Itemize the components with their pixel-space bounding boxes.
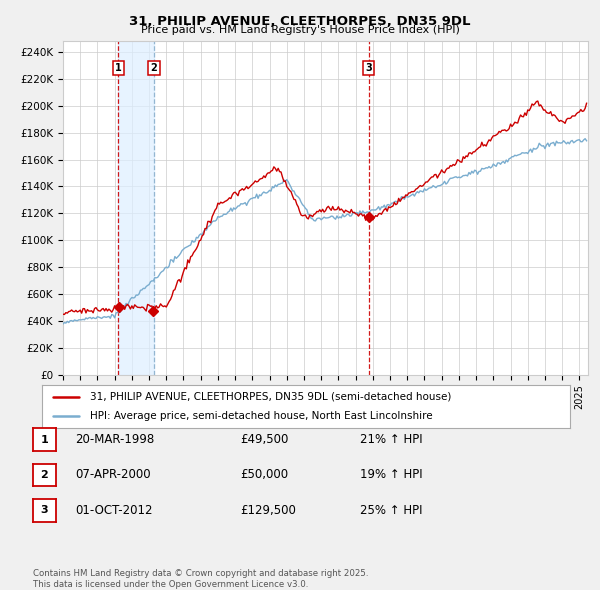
- Text: 21% ↑ HPI: 21% ↑ HPI: [360, 433, 422, 446]
- Text: £49,500: £49,500: [240, 433, 289, 446]
- Text: 19% ↑ HPI: 19% ↑ HPI: [360, 468, 422, 481]
- Text: £50,000: £50,000: [240, 468, 288, 481]
- Text: Price paid vs. HM Land Registry's House Price Index (HPI): Price paid vs. HM Land Registry's House …: [140, 25, 460, 35]
- Text: 3: 3: [41, 506, 48, 515]
- Text: 3: 3: [365, 63, 372, 73]
- Text: Contains HM Land Registry data © Crown copyright and database right 2025.
This d: Contains HM Land Registry data © Crown c…: [33, 569, 368, 589]
- Text: £129,500: £129,500: [240, 504, 296, 517]
- Text: 25% ↑ HPI: 25% ↑ HPI: [360, 504, 422, 517]
- Bar: [118, 41, 154, 375]
- Text: 31, PHILIP AVENUE, CLEETHORPES, DN35 9DL (semi-detached house): 31, PHILIP AVENUE, CLEETHORPES, DN35 9DL…: [89, 392, 451, 402]
- Text: HPI: Average price, semi-detached house, North East Lincolnshire: HPI: Average price, semi-detached house,…: [89, 411, 432, 421]
- Text: 07-APR-2000: 07-APR-2000: [75, 468, 151, 481]
- Text: 31, PHILIP AVENUE, CLEETHORPES, DN35 9DL: 31, PHILIP AVENUE, CLEETHORPES, DN35 9DL: [129, 15, 471, 28]
- Text: 1: 1: [115, 63, 122, 73]
- Text: 20-MAR-1998: 20-MAR-1998: [75, 433, 154, 446]
- Text: 1: 1: [41, 435, 48, 444]
- Text: 2: 2: [151, 63, 157, 73]
- Text: 2: 2: [41, 470, 48, 480]
- Text: 01-OCT-2012: 01-OCT-2012: [75, 504, 152, 517]
